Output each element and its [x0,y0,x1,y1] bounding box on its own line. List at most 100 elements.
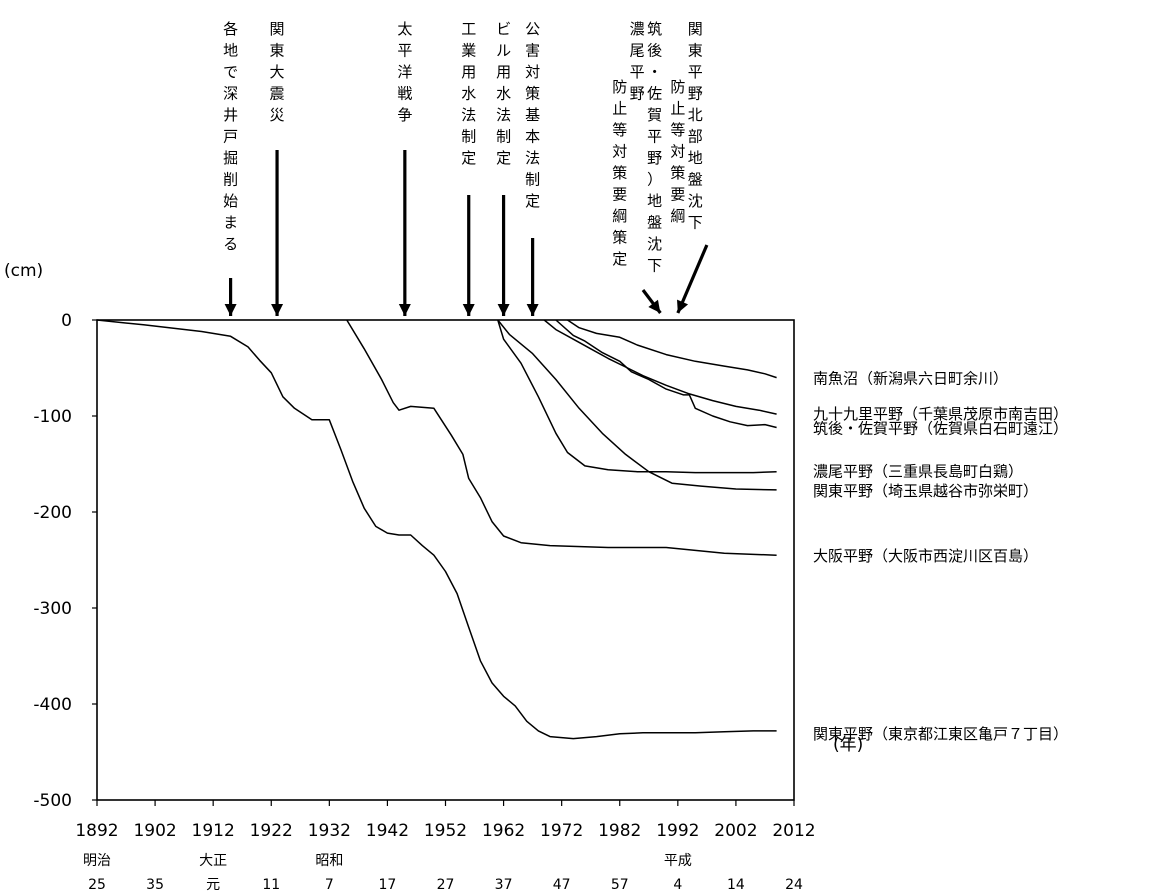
series-label: 大阪平野（大阪市西淀川区百島） [813,547,1038,565]
policy-char: 要 [612,186,627,204]
event-char: 制 [461,128,476,146]
event-char: 震 [270,85,285,103]
policy-char: 野 [647,149,662,167]
event-char: 戦 [397,85,412,103]
era-year: 37 [495,877,513,892]
x-tick-label: 1942 [366,821,409,841]
era-year: 元 [206,877,220,892]
x-tick-label: 1902 [133,821,176,841]
era-name: 明治 [83,853,111,869]
event-char: る [223,235,238,253]
policy-char: ） [647,171,662,189]
policy-char: ・ [647,63,662,81]
event-char: 用 [461,63,476,81]
policy-char: 止 [670,100,685,118]
x-tick-label: 2012 [772,821,815,841]
event-char: 定 [496,149,511,167]
series-labels: 南魚沼（新潟県六日町余川） 九十九里平野（千葉県茂原市南吉田）筑後・佐賀平野（佐賀… [813,370,1068,743]
policy-char: 綱 [612,207,627,225]
event-char: 掘 [223,149,238,167]
series-label: 筑後・佐賀平野（佐賀県白石町遠江） [813,420,1068,438]
policy-char: 盤 [688,171,703,189]
series-line [555,319,777,429]
event-char: 制 [496,128,511,146]
series-label: 関東平野（東京都江東区亀戸７丁目） [813,725,1068,743]
event-char: ま [223,214,238,232]
era-year: 4 [673,877,682,892]
series-label: 濃尾平野（三重県長島町白鶏） [813,463,1023,481]
x-tick-label: 1962 [482,821,525,841]
y-tick-label: -100 [33,407,72,427]
x-tick-label: 1922 [250,821,293,841]
x-axis-unit: (年) [833,735,863,755]
policy-char: 盤 [647,214,662,232]
policy-char: 沈 [647,235,662,253]
policy-char: 平 [630,63,645,81]
event-char: 工 [461,20,476,38]
event-char: 定 [525,192,540,210]
policy-char: 対 [670,143,685,161]
event-char: 関 [270,20,285,38]
event-arrow-head [526,304,539,316]
policy-char: 防 [670,78,685,96]
plot-frame [96,319,795,801]
series-line [96,319,777,740]
era-year: 27 [437,877,455,892]
series-line [497,319,777,491]
policy-char: 策 [612,164,627,182]
event-char: 策 [525,85,540,103]
policy-char: 策 [612,229,627,247]
event-char: で [223,63,238,81]
policy-char: 尾 [630,42,645,60]
series-line [543,319,777,415]
policy-char: 北 [688,106,703,124]
event-char: 定 [461,149,476,167]
series-lines [96,319,777,740]
event-arrow-head [648,299,661,313]
event-char: 法 [461,106,476,124]
y-tick-label: -200 [33,503,72,523]
policy-char: 佐 [647,85,662,103]
event-char: 削 [223,171,238,189]
event-char: 災 [270,106,285,124]
policy-char: 綱 [670,207,685,225]
y-axis-unit: (cm) [4,261,43,281]
event-arrow-head [398,304,411,316]
policy-char: 賀 [647,106,662,124]
event-arrow-head [497,304,510,316]
event-char: 本 [525,128,540,146]
event-char: 太 [397,20,412,38]
era-name: 平成 [664,853,692,869]
era-year: 14 [727,877,745,892]
policy-char: 部 [688,128,703,146]
event-char: 害 [525,42,540,60]
era-year: 35 [146,877,164,892]
event-char: 洋 [397,63,412,81]
x-tick-label: 1952 [424,821,467,841]
era-year: 17 [379,877,397,892]
event-arrow [676,244,709,314]
event-char: 始 [223,192,238,210]
event-char: 井 [223,106,238,124]
series-line [346,319,777,556]
event-arrow-head [462,304,475,316]
policy-char: 策 [670,164,685,182]
event-char: 地 [223,42,238,60]
policy-char: 下 [688,214,703,232]
event-annotations: 各地で深井戸掘削始まる関東大震災太平洋戦争工業用水法制定ビル用水法制定公害対策基… [223,20,709,316]
policy-char: 対 [612,143,627,161]
event-char: 戸 [223,128,238,146]
policy-char: 後 [647,42,662,60]
event-char: ル [496,42,511,60]
policy-char: 地 [688,149,703,167]
policy-char: 野 [688,85,703,103]
event-char: 公 [525,20,540,38]
event-char: 法 [496,106,511,124]
event-arrow-head [271,304,284,316]
event-char: 深 [223,85,238,103]
axes: 1892 明治 25 1902 35 1912 大正元 1922 11 1932 昭和 7 1942 17… [33,311,815,892]
y-tick-label: 0 [61,311,72,331]
era-year: 25 [88,877,106,892]
event-char: ビ [496,20,511,38]
